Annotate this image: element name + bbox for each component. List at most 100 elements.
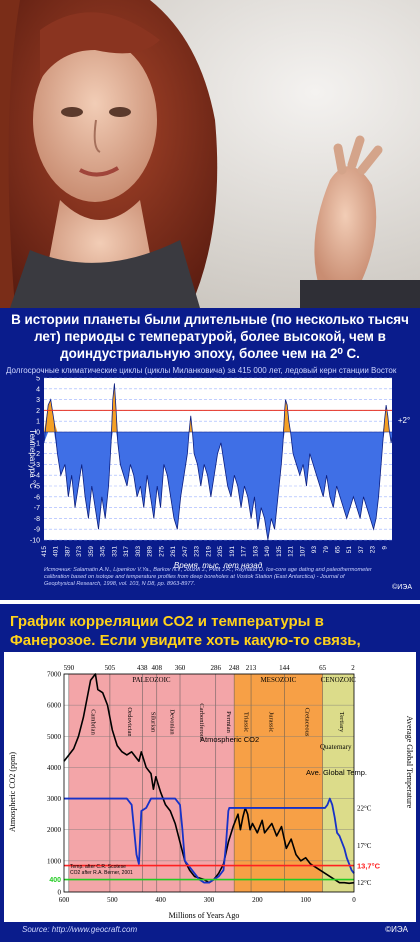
chart2-y-tick-label: 4000 <box>47 764 62 772</box>
chart2-top-tick-label: 408 <box>152 664 163 672</box>
chart2-x-tick-label: 200 <box>252 896 263 904</box>
vostok-source-text: Источник: Salamatin A.N., Lipenkov V.Ya.… <box>44 567 372 587</box>
chart2-era-label: MESOZOIC <box>260 676 296 684</box>
chart1-x-tick-label: 121 <box>288 546 295 557</box>
chart1-y-tick-label: -4 <box>34 473 40 480</box>
chart1-x-tick-label: 163 <box>252 546 259 557</box>
chart2-reference-label: 13,7°C <box>357 862 381 871</box>
chart1-x-tick-label: 289 <box>147 546 154 557</box>
phanerozoic-panel: График корреляции CO2 и температуры в Фа… <box>0 604 420 942</box>
chart1-x-tick-label: 261 <box>170 546 177 557</box>
chart2-era-band <box>234 674 323 892</box>
co2-series-label: Atmospheric CO2 <box>200 735 259 744</box>
chart2-period-label: Cretaceous <box>303 708 310 737</box>
chart1-x-tick-label: 79 <box>323 546 330 554</box>
phanerozoic-source-text: Source: http://www.geocraft.com <box>22 925 138 934</box>
chart1-y-tick-label: -1 <box>34 440 40 447</box>
chart2-period-label: Devonian <box>168 709 175 735</box>
chart2-y2-tick-label: 22°C <box>357 804 372 812</box>
chart2-era-band <box>322 674 354 892</box>
chart1-x-tick-label: 303 <box>135 546 142 557</box>
chart2-y-axis-label: Atmospheric CO2 (ppm) <box>8 752 17 832</box>
chart1-x-tick-label: 93 <box>311 546 318 554</box>
chart2-period-label: Jurassic <box>268 712 275 733</box>
chart1-y-tick-label: 5 <box>36 376 40 383</box>
chart1-x-tick-label: 359 <box>88 546 95 557</box>
temp-credit-text: Temp. after C.R. Scotese <box>70 864 126 870</box>
chart2-top-tick-label: 213 <box>246 664 257 672</box>
chart2-period-label: Cambrian <box>89 709 96 735</box>
chart2-era-label: CENOZOIC <box>321 676 357 684</box>
chart2-top-tick-label: 286 <box>211 664 222 672</box>
co2-temperature-chart: PALEOZOIC MESOZOIC CENOZOIC Cambrian Ordovi… <box>4 652 416 922</box>
chart1-cold-area <box>44 432 392 540</box>
chart2-frame <box>63 673 355 893</box>
chart2-y-tick-label: 6000 <box>47 702 62 710</box>
chart1-x-tick-label: 275 <box>158 546 165 557</box>
chart2-x-tick-label: 100 <box>300 896 311 904</box>
panel-separator <box>0 600 420 604</box>
chart1-x-tick-label: 247 <box>182 546 189 557</box>
chart1-y-tick-label: -6 <box>34 494 40 501</box>
chart2-reference-label: 400 <box>49 877 61 884</box>
chart2-y2-axis-label: Average Global Temperature <box>405 716 414 809</box>
vostok-panel-title: В истории планеты были длительные (по не… <box>11 312 409 361</box>
temperature-series-line <box>64 797 355 884</box>
vostok-panel: В истории планеты были длительные (по не… <box>0 308 420 600</box>
chart1-y-tick-label: -5 <box>34 484 40 491</box>
chart1-x-axis-label: Время, тыс. лет назад <box>174 561 263 570</box>
chart1-x-tick-label: 387 <box>64 546 71 557</box>
chart1-y-axis-label: Температура °C <box>28 429 37 489</box>
chart1-x-tick-label: 37 <box>358 546 365 554</box>
temp-series-label: Ave. Global Temp. <box>306 768 367 777</box>
chart2-x-tick-label: 400 <box>155 896 166 904</box>
chart2-x-tick-label: 500 <box>107 896 118 904</box>
chart2-y-tick-label: 3000 <box>47 795 62 803</box>
chart1-y-tick-label: 4 <box>36 386 40 393</box>
chart2-y-tick-label: 5000 <box>47 733 62 741</box>
chart2-y2-tick-label: 17°C <box>357 842 372 850</box>
chart1-x-tick-label: 345 <box>100 546 107 557</box>
chart2-top-tick-label: 590 <box>64 664 75 672</box>
iea-logo-2: ©ИЭА <box>385 925 408 934</box>
chart2-period-label: Permian <box>225 711 232 733</box>
chart1-x-tick-label: 219 <box>205 546 212 557</box>
co2-series-line <box>63 673 355 885</box>
chart2-period-label: Tertiary <box>338 712 345 733</box>
chart1-y-tick-label: -10 <box>30 538 40 545</box>
quaternary-label: Quaternary <box>320 743 352 751</box>
chart2-era-band <box>68 674 235 892</box>
vostok-panel-subtitle: Долгосрочные климатические циклы (циклы … <box>6 366 397 375</box>
chart2-y-tick-label: 1000 <box>47 857 62 865</box>
chart1-x-tick-label: 51 <box>346 546 353 554</box>
co2-credit-text: CO2 after R.A. Berner, 2001 <box>70 870 133 876</box>
chart2-y-tick-label: 7000 <box>47 671 62 679</box>
chart1-temperature-line <box>43 383 393 541</box>
chart1-x-tick-label: 317 <box>123 546 130 557</box>
portrait-image <box>0 0 420 308</box>
chart1-x-tick-label: 9 <box>381 546 388 550</box>
chart2-period-label: Carboniferous <box>198 703 205 741</box>
chart1-y-tick-label: 1 <box>36 419 40 426</box>
chart2-top-tick-label: 360 <box>175 664 186 672</box>
chart2-top-tick-label: 2 <box>351 664 355 672</box>
chart2-period-label: Silurian <box>150 712 157 733</box>
chart2-period-label: Ordovician <box>126 707 133 737</box>
chart1-y-tick-label: 0 <box>36 430 40 437</box>
chart2-x-axis-label: Millions of Years Ago <box>169 911 240 920</box>
chart1-x-tick-label: 177 <box>241 546 248 557</box>
chart1-y-tick-label: 2 <box>36 408 40 415</box>
chart1-x-tick-label: 23 <box>370 546 377 554</box>
portrait-photo <box>0 0 420 308</box>
chart1-reference-label: +2° <box>398 416 410 425</box>
chart2-top-tick-label: 438 <box>137 664 148 672</box>
chart2-top-tick-label: 144 <box>279 664 290 672</box>
chart1-y-tick-label: -3 <box>34 462 40 469</box>
chart1-x-tick-label: 205 <box>217 546 224 557</box>
chart2-top-tick-label: 505 <box>105 664 116 672</box>
chart2-x-tick-label: 0 <box>352 896 356 904</box>
chart1-x-tick-label: 233 <box>194 546 201 557</box>
chart1-x-tick-label: 373 <box>76 546 83 557</box>
chart2-x-tick-label: 600 <box>59 896 70 904</box>
